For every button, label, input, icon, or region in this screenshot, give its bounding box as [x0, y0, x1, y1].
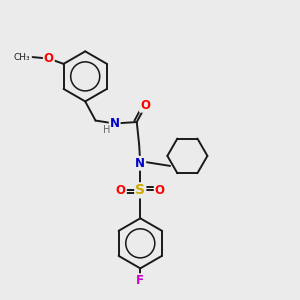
Text: O: O: [140, 99, 150, 112]
Text: S: S: [135, 183, 145, 197]
Text: H: H: [103, 125, 110, 135]
Text: O: O: [116, 184, 126, 197]
Text: O: O: [155, 184, 165, 197]
Text: CH₃: CH₃: [14, 52, 30, 62]
Text: F: F: [136, 274, 144, 287]
Text: N: N: [135, 157, 145, 170]
Text: O: O: [44, 52, 54, 65]
Text: N: N: [110, 117, 120, 130]
